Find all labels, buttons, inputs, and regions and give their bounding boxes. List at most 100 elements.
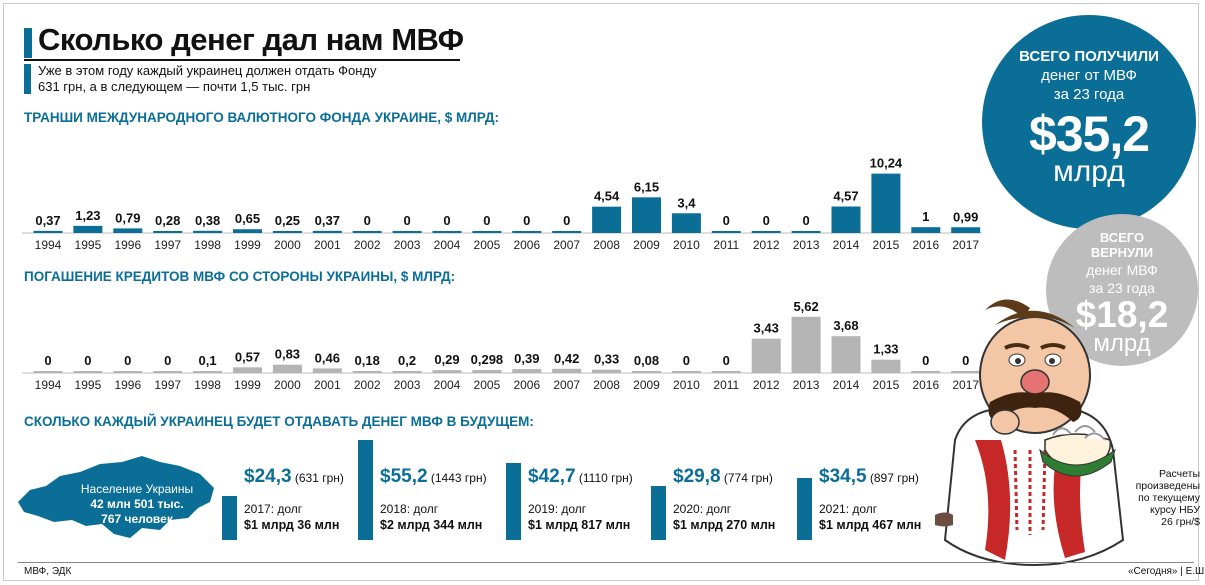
repayment-bar [512, 369, 542, 373]
future-year-label: 2020: долг [673, 502, 732, 516]
tranche-value-label: 0 [443, 213, 450, 228]
repayment-bar [33, 371, 63, 373]
repayment-year-label: 1994 [35, 378, 62, 392]
tranche-bar [911, 227, 941, 233]
tranche-value-label: 0,65 [235, 211, 260, 226]
tranche-value-label: 0,38 [195, 213, 220, 228]
tranche-year-label: 2012 [753, 238, 780, 252]
repayment-year-label: 2004 [434, 378, 461, 392]
tranche-value-label: 0 [563, 213, 570, 228]
repayment-value-label: 0,57 [235, 349, 260, 364]
repayment-bar [632, 371, 661, 373]
tranche-bar [671, 213, 701, 233]
repayment-heading: ПОГАШЕНИЕ КРЕДИТОВ МВФ СО СТОРОНЫ УКРАИН… [24, 269, 455, 284]
tranche-bar [831, 206, 861, 233]
tranche-year-label: 1994 [35, 238, 62, 252]
tranche-year-label: 2003 [394, 238, 421, 252]
repayment-year-label: 1995 [75, 378, 102, 392]
tranche-year-label: 2015 [873, 238, 900, 252]
tranche-value-label: 0,25 [275, 213, 300, 228]
repayment-value-label: 0,08 [634, 353, 659, 368]
repayment-value-label: 0 [723, 353, 730, 368]
note-line-1: Расчеты [1159, 468, 1200, 480]
repayment-year-label: 2006 [513, 378, 540, 392]
future-amount: $34,5 (897 грн) [819, 466, 919, 488]
repayment-year-label: 2009 [633, 378, 660, 392]
repayment-value-label: 0 [44, 353, 51, 368]
future-amount: $29,8 (774 грн) [673, 466, 773, 488]
population-label: Население Украины 42 млн 501 тыс. 767 че… [62, 482, 212, 527]
note-line-5: 26 грн/$ [1161, 516, 1200, 528]
subtitle-accent [24, 64, 31, 94]
repayment-value-label: 3,43 [754, 321, 779, 336]
future-amount-uah: (897 грн) [866, 471, 919, 485]
tranche-value-label: 4,54 [594, 189, 620, 204]
future-amount-uah: (774 грн) [720, 471, 773, 485]
total-received-badge: ВСЕГО ПОЛУЧИЛИ денег от МВФ за 23 года $… [982, 15, 1196, 229]
future-bar [358, 440, 373, 540]
population-line-1: Население Украины [80, 482, 194, 496]
repayment-value-label: 0 [164, 353, 171, 368]
repayment-year-label: 2010 [673, 378, 700, 392]
repayment-bar [272, 364, 302, 373]
tranche-bar [951, 227, 981, 233]
future-amount: $55,2 (1443 грн) [380, 466, 487, 488]
tranche-year-label: 2011 [713, 238, 739, 252]
tranche-value-label: 0,37 [315, 213, 340, 228]
repayment-value-label: 0 [922, 353, 929, 368]
repayment-year-label: 2002 [354, 378, 381, 392]
future-debt: $1 млрд 817 млн [528, 518, 631, 532]
footer-divider [18, 562, 1194, 563]
repayment-bar [592, 369, 622, 373]
tranche-bar [871, 173, 901, 233]
returned-line-4: за 23 года [1089, 280, 1155, 296]
repayment-year-label: 1996 [114, 378, 141, 392]
tranche-value-label: 0,37 [35, 213, 60, 228]
repayment-bar [432, 370, 462, 373]
subtitle-line-1: Уже в этом году каждый украинец должен о… [38, 63, 377, 78]
tranche-value-label: 0,99 [953, 209, 978, 224]
tranche-year-label: 1996 [114, 238, 141, 252]
tranche-year-label: 1999 [234, 238, 261, 252]
returned-line-1: ВСЕГО [1099, 230, 1145, 245]
future-bar [651, 486, 666, 540]
population-line-2: 42 млн 501 тыс. [90, 497, 184, 511]
note-line-2: произведены [1135, 480, 1200, 492]
future-amount-usd: $55,2 [380, 466, 428, 487]
future-payment-2020: $29,8 (774 грн) 2020: долг $1 млрд 270 млн [651, 440, 796, 540]
title-underline [24, 59, 460, 61]
future-year-label: 2019: долг [528, 502, 587, 516]
page-title: Сколько денег дал нам МВФ [38, 22, 464, 57]
future-amount: $42,7 (1110 грн) [528, 466, 633, 488]
future-bar [797, 477, 812, 540]
repayment-bar [233, 367, 262, 373]
tranche-value-label: 0 [523, 213, 530, 228]
repayment-year-label: 2016 [912, 378, 939, 392]
tranche-value-label: 0 [802, 213, 809, 228]
tranche-year-label: 2014 [833, 238, 860, 252]
repayment-year-label: 2005 [474, 378, 501, 392]
repayment-year-label: 2003 [394, 378, 421, 392]
repayment-bar [352, 371, 382, 373]
future-year-label: 2021: долг [819, 502, 878, 516]
repayment-bar [392, 371, 422, 373]
repayment-chart: 0 1994 0 1995 0 1996 0 1997 0,1 1998 0,57 1999 0,83 2… [22, 299, 982, 392]
repayment-bar [711, 371, 741, 373]
tranche-value-label: 0 [723, 213, 730, 228]
population-line-3: 767 человек [101, 512, 173, 526]
future-payment-2019: $42,7 (1110 грн) 2019: долг $1 млрд 817 мл… [506, 440, 651, 540]
future-amount-uah: (1110 грн) [575, 471, 633, 485]
repayment-bar [951, 371, 981, 373]
repayment-value-label: 0 [84, 353, 91, 368]
tranche-year-label: 2013 [793, 238, 820, 252]
tranche-bar [791, 231, 821, 233]
tranche-value-label: 1 [922, 209, 929, 224]
repayment-value-label: 0,42 [554, 351, 579, 366]
title-accent [24, 28, 32, 58]
future-amount-uah: (1443 грн) [427, 471, 487, 485]
returned-amount: $18,2 [1075, 294, 1169, 335]
infographic-frame [3, 3, 1199, 581]
repayment-bar [671, 371, 701, 373]
tranche-value-label: 0 [403, 213, 410, 228]
repayment-year-label: 2015 [873, 378, 900, 392]
